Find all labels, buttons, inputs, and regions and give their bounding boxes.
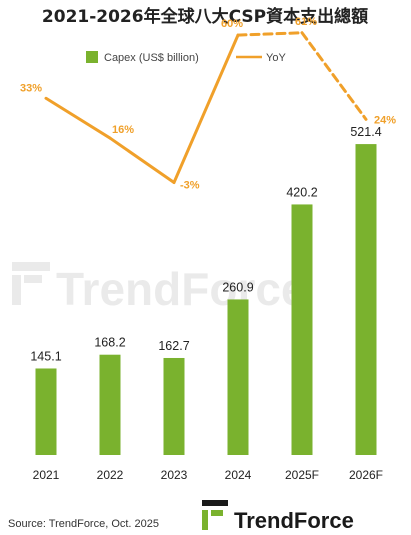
x-tick-2026F: 2026F — [349, 468, 383, 482]
x-tick-2025F: 2025F — [285, 468, 319, 482]
x-tick-2023: 2023 — [161, 468, 188, 482]
bar-2021 — [35, 368, 57, 455]
watermark-logo-mid — [24, 275, 42, 283]
yoy-segment-2023-2024 — [172, 33, 240, 185]
bar-2023 — [163, 357, 185, 455]
bar-label-2026F: 521.4 — [350, 125, 381, 139]
logo-mid-bar — [211, 510, 223, 516]
legend-capex-swatch — [86, 51, 98, 63]
chart-title: 2021-2026年全球八大CSP資本支出總額 — [42, 6, 368, 27]
logo-top-bar — [202, 500, 228, 506]
yoy-label-2023: -3% — [180, 180, 200, 192]
watermark-text: TrendForce — [56, 263, 307, 315]
x-tick-2024: 2024 — [225, 468, 252, 482]
x-tick-2022: 2022 — [97, 468, 124, 482]
logo-text: TrendForce — [234, 508, 354, 533]
x-axis: 2021 2022 2023 2024 2025F 2026F — [33, 468, 383, 482]
yoy-label-2021: 33% — [20, 82, 42, 94]
yoy-label-2022: 16% — [112, 124, 134, 136]
bar-label-2024: 260.9 — [222, 280, 253, 294]
legend-yoy-label: YoY — [266, 52, 286, 64]
source-note: Source: TrendForce, Oct. 2025 — [8, 518, 159, 530]
watermark-logo-bar — [12, 262, 50, 271]
bar-label-2021: 145.1 — [30, 349, 61, 363]
x-tick-2021: 2021 — [33, 468, 60, 482]
yoy-label-2024: 60% — [221, 18, 243, 30]
trendforce-logo: TrendForce — [202, 500, 354, 533]
bar-label-2022: 168.2 — [94, 336, 125, 350]
yoy-segment-2022-2023 — [108, 136, 176, 185]
legend: Capex (US$ billion) YoY — [86, 51, 286, 64]
logo-stem — [202, 510, 208, 530]
bar-2025F — [291, 204, 313, 455]
yoy-segment-2024-2025F — [236, 31, 304, 37]
watermark: TrendForce — [12, 262, 307, 315]
yoy-segment-2025F-2026F — [300, 31, 368, 121]
bar-label-2025F: 420.2 — [286, 185, 317, 199]
watermark-logo-stem — [12, 275, 21, 305]
bar-2022 — [99, 354, 121, 455]
bar-2026F — [355, 144, 377, 456]
bars: 145.1 168.2 162.7 260.9 420.2 521.4 — [30, 125, 382, 456]
yoy-label-2026F: 24% — [374, 114, 396, 126]
yoy-label-2025F: 61% — [295, 16, 317, 28]
bar-2024 — [227, 299, 249, 455]
legend-capex-label: Capex (US$ billion) — [104, 52, 199, 64]
yoy-segment-2021-2022 — [44, 96, 112, 140]
yoy-line: 33% 16% -3% 60% 61% 24% — [20, 16, 396, 192]
bar-label-2023: 162.7 — [158, 339, 189, 353]
